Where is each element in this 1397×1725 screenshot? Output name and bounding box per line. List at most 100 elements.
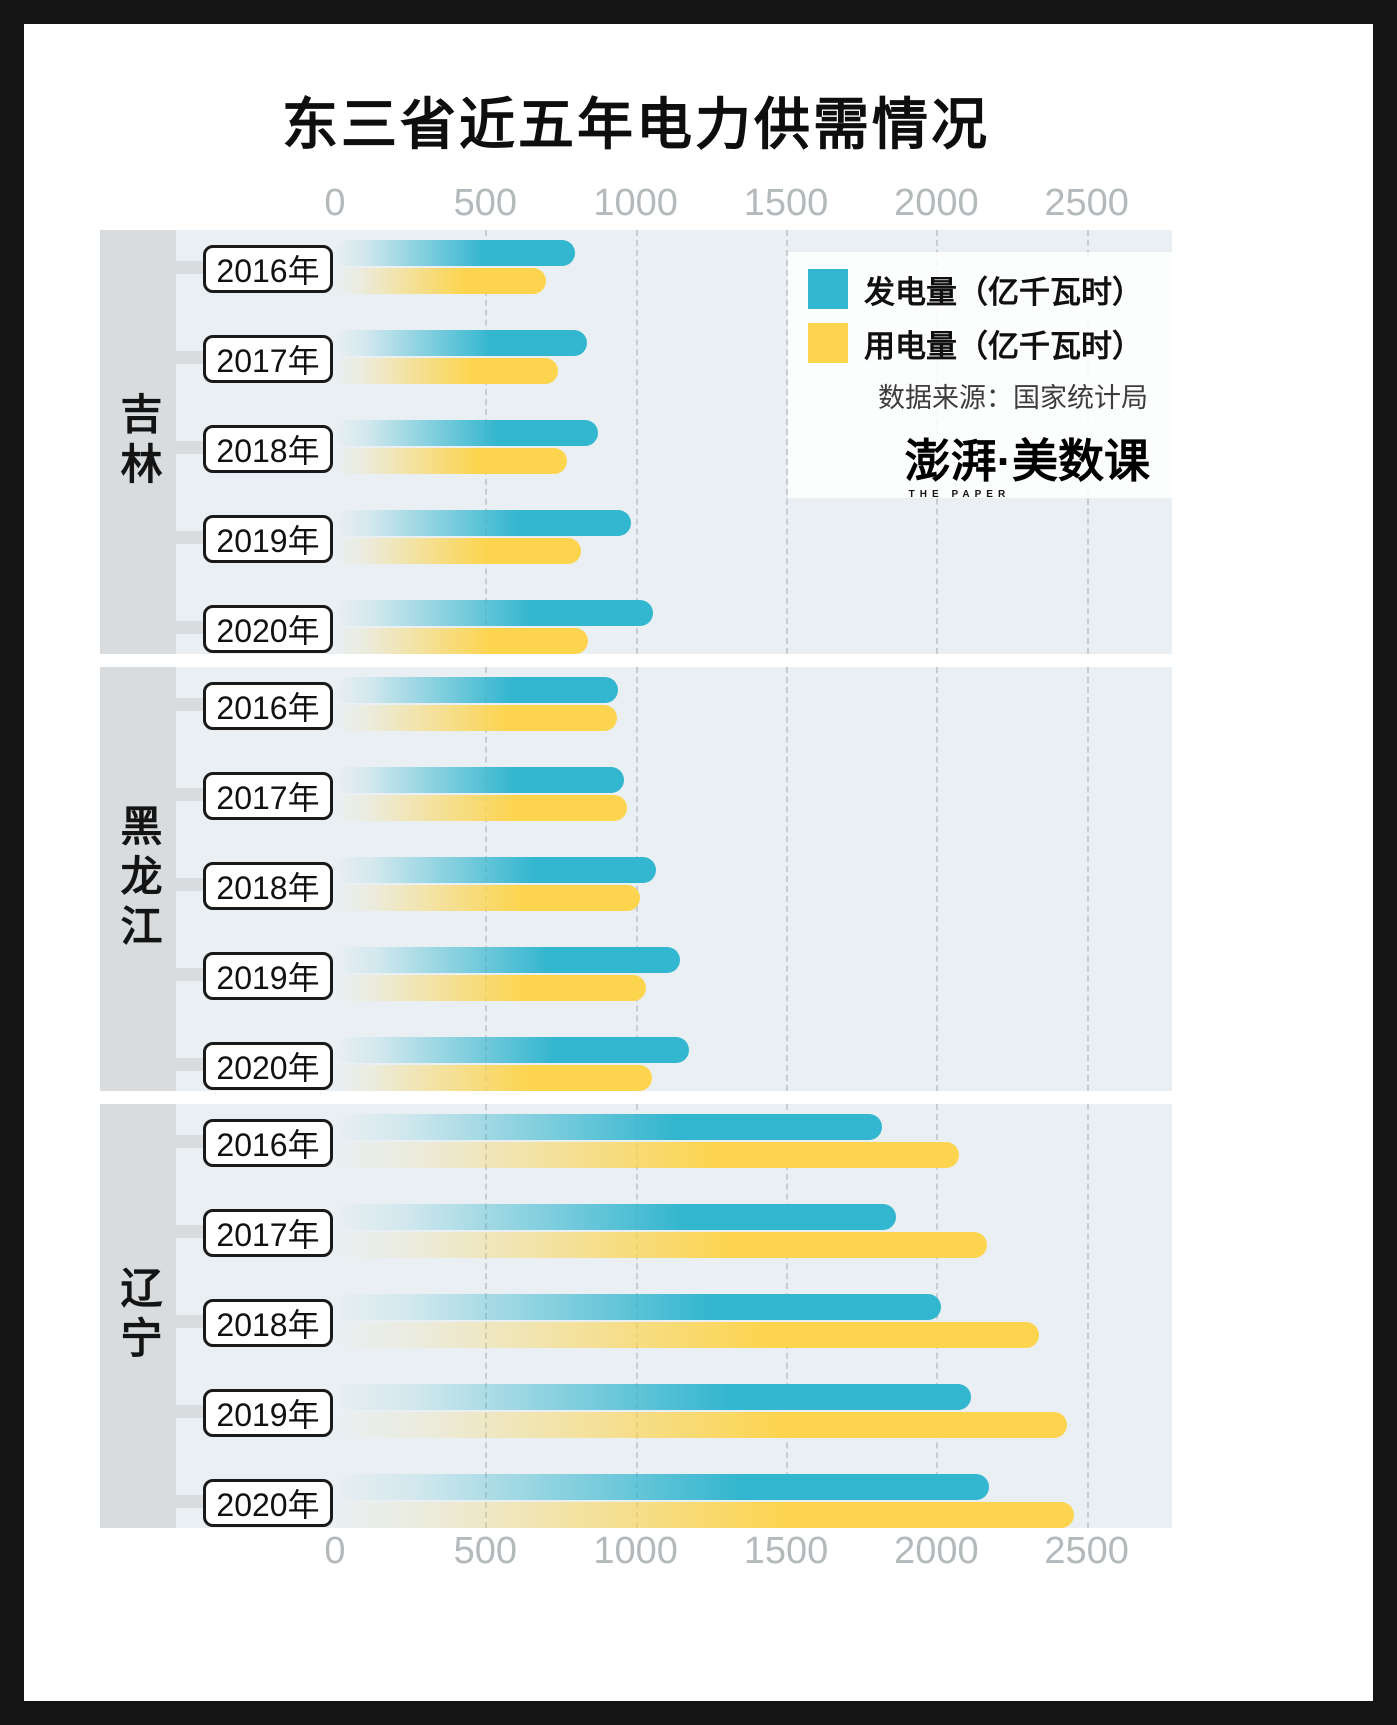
axis-tick-label: 1500 [743, 182, 829, 224]
year-label-stub [166, 1225, 204, 1238]
consumption-bar [335, 1502, 1074, 1528]
generation-bar [335, 857, 656, 883]
year-label: 2016年 [203, 245, 333, 293]
generation-bar [335, 420, 598, 446]
year-label-stub [166, 968, 204, 981]
consumption-bar [335, 538, 581, 564]
brand-logo-left: 澎湃 THE PAPER [904, 435, 1011, 500]
consumption-bar [335, 885, 640, 911]
consumption-bar [335, 795, 627, 821]
consumption-bar [335, 1065, 652, 1091]
year-label-stub [166, 1315, 204, 1328]
generation-bar [335, 677, 618, 703]
generation-bar [335, 510, 631, 536]
year-label-stub [166, 698, 204, 711]
consumption-bar [335, 268, 546, 294]
generation-bar [335, 600, 653, 626]
generation-bar [335, 1474, 989, 1500]
province-strip [100, 230, 176, 654]
province-label: 黑龙江 [115, 804, 162, 954]
brand-logo: 澎湃 THE PAPER ·美数课 [808, 425, 1152, 500]
year-label-stub [166, 1058, 204, 1071]
bottom-axis: 0 500 1000 1500 2000 2500 [24, 1530, 1373, 1572]
axis-tick-label: 500 [453, 1530, 518, 1572]
consumption-bar [335, 1322, 1039, 1348]
year-label: 2020年 [203, 605, 333, 653]
year-label-stub [166, 878, 204, 891]
consumption-bar [335, 705, 617, 731]
year-label-stub [166, 1135, 204, 1148]
axis-tick-label: 2500 [1044, 1530, 1129, 1572]
consumption-bar [335, 1142, 959, 1168]
gridline [1086, 667, 1089, 1091]
year-label: 2017年 [203, 1209, 333, 1257]
year-label: 2019年 [203, 515, 333, 563]
generation-swatch-icon [808, 269, 848, 309]
generation-bar [335, 330, 587, 356]
brand-logo-right: ·美数课 [996, 435, 1150, 487]
generation-bar [335, 1037, 689, 1063]
consumption-bar [335, 1412, 1067, 1438]
province-strip [100, 1104, 176, 1528]
axis-tick-label: 2500 [1044, 182, 1129, 224]
consumption-bar [335, 448, 567, 474]
legend: 发电量（亿千瓦时） 用电量（亿千瓦时） 数据来源：国家统计局 澎湃 THE PA… [788, 252, 1172, 500]
gridline [1086, 1104, 1089, 1528]
year-label: 2020年 [203, 1042, 333, 1090]
year-label-stub [166, 621, 204, 634]
year-label: 2017年 [203, 772, 333, 820]
province-section: 辽宁 2016年 2017年 2018年 2019年 2020年 [100, 1104, 1172, 1528]
consumption-bar [335, 975, 646, 1001]
top-axis: 0 500 1000 1500 2000 2500 [24, 182, 1373, 224]
generation-bar [335, 947, 680, 973]
year-label-stub [166, 531, 204, 544]
consumption-swatch-icon [808, 323, 848, 363]
legend-label-consumption: 用电量（亿千瓦时） [864, 328, 1143, 364]
consumption-bar [335, 628, 588, 654]
year-label: 2020年 [203, 1479, 333, 1527]
generation-bar [335, 1204, 896, 1230]
chart-title: 东三省近五年电力供需情况 [282, 93, 990, 156]
generation-bar [335, 767, 624, 793]
axis-tick-label: 2000 [894, 1530, 979, 1572]
chart-canvas: 东三省近五年电力供需情况 0 500 1000 1500 2000 2500 吉林 2016… [24, 24, 1373, 1701]
axis-tick-label: 0 [324, 182, 346, 224]
year-label: 2018年 [203, 1299, 333, 1347]
gridline [936, 667, 939, 1091]
province-strip [100, 667, 176, 1091]
generation-bar [335, 1114, 882, 1140]
brand-logo-subtext: THE PAPER [908, 489, 1011, 500]
consumption-bar [335, 1232, 987, 1258]
legend-item-consumption: 用电量（亿千瓦时） [808, 322, 1152, 364]
year-label: 2019年 [203, 1389, 333, 1437]
year-label: 2018年 [203, 862, 333, 910]
year-label: 2016年 [203, 1119, 333, 1167]
province-label: 辽宁 [115, 1266, 162, 1366]
gridline [786, 230, 788, 654]
year-label-stub [166, 261, 204, 274]
year-label: 2016年 [203, 682, 333, 730]
year-label-stub [166, 441, 204, 454]
generation-bar [335, 240, 575, 266]
year-label-stub [166, 351, 204, 364]
generation-bar [335, 1384, 971, 1410]
year-label-stub [166, 1495, 204, 1508]
axis-tick-label: 1000 [593, 1530, 678, 1572]
year-label-stub [166, 1405, 204, 1418]
legend-label-generation: 发电量（亿千瓦时） [864, 274, 1143, 310]
consumption-bar [335, 358, 558, 384]
gridline [635, 230, 638, 654]
data-source: 数据来源：国家统计局 [878, 383, 1148, 413]
province-label: 吉林 [115, 392, 162, 492]
year-label: 2017年 [203, 335, 333, 383]
gridline [786, 667, 788, 1091]
axis-tick-label: 2000 [894, 182, 979, 224]
year-label: 2018年 [203, 425, 333, 473]
province-section: 黑龙江 2016年 2017年 2018年 2019年 2020年 [100, 667, 1172, 1091]
axis-tick-label: 1500 [743, 1530, 829, 1572]
year-label: 2019年 [203, 952, 333, 1000]
axis-tick-label: 0 [324, 1530, 346, 1572]
year-label-stub [166, 788, 204, 801]
generation-bar [335, 1294, 941, 1320]
